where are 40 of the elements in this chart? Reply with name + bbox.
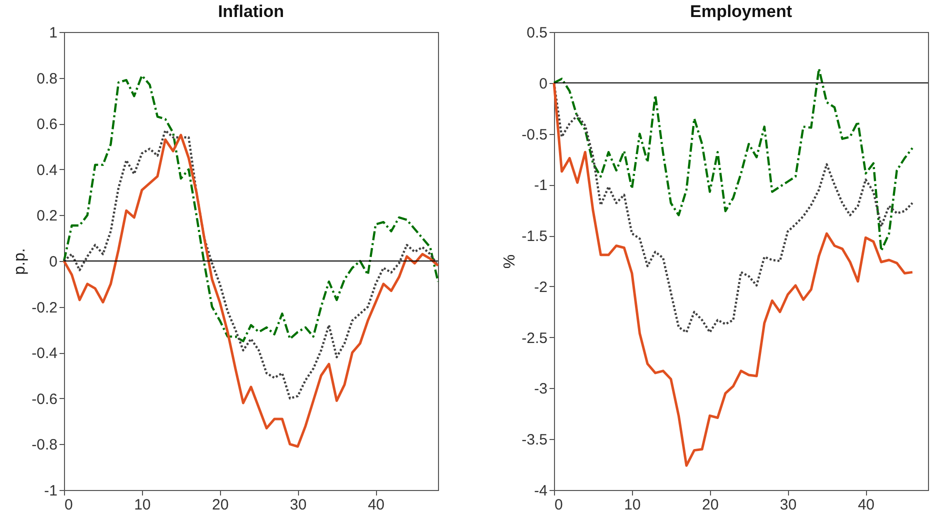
x-tick-label: 10	[134, 496, 151, 514]
y-tick-label: -3	[534, 380, 548, 398]
y-tick-label: -1.5	[522, 228, 548, 246]
chart-title: Inflation	[218, 2, 284, 21]
x-tick-label: 10	[624, 496, 641, 514]
x-tick-label: 0	[554, 496, 563, 514]
y-tick-label: -2.5	[522, 330, 548, 347]
line-series	[552, 82, 914, 467]
line-series	[62, 134, 440, 448]
y-tick-label: -0.2	[32, 299, 58, 316]
y-tick-label: -4	[534, 482, 548, 500]
y-tick-label: -2	[534, 278, 548, 296]
y-tick-label: 1	[49, 24, 58, 42]
x-tick-label: 30	[780, 496, 797, 514]
x-tick-label: 30	[290, 496, 307, 514]
y-tick-label: -1	[44, 482, 58, 500]
y-tick-label: -0.8	[32, 436, 58, 454]
y-tick-label: -1	[534, 177, 548, 194]
x-tick-label: 40	[368, 496, 385, 514]
x-tick-label: 40	[858, 496, 875, 514]
line-series	[62, 129, 440, 400]
line-series	[62, 74, 440, 342]
y-tick-label: -0.4	[32, 345, 58, 362]
y-tick-label: -0.5	[522, 126, 548, 144]
y-tick-label: 0.2	[36, 208, 58, 225]
line-series	[552, 68, 914, 252]
y-tick-label: 0	[539, 75, 548, 92]
x-tick-label: 20	[702, 496, 719, 514]
chart-title: Employment	[690, 2, 792, 21]
y-tick-label: 0.8	[36, 70, 58, 88]
y-tick-label: 0.5	[526, 24, 548, 42]
y-axis-title: p.p.	[12, 248, 29, 275]
y-tick-label: -3.5	[522, 432, 548, 449]
y-axis-title: %	[502, 254, 519, 269]
x-tick-label: 20	[212, 496, 229, 514]
y-tick-label: -0.6	[32, 390, 58, 408]
x-tick-label: 0	[64, 496, 73, 514]
y-tick-label: 0.6	[36, 116, 58, 134]
y-tick-label: 0	[49, 254, 58, 270]
y-tick-label: 0.4	[36, 162, 58, 179]
